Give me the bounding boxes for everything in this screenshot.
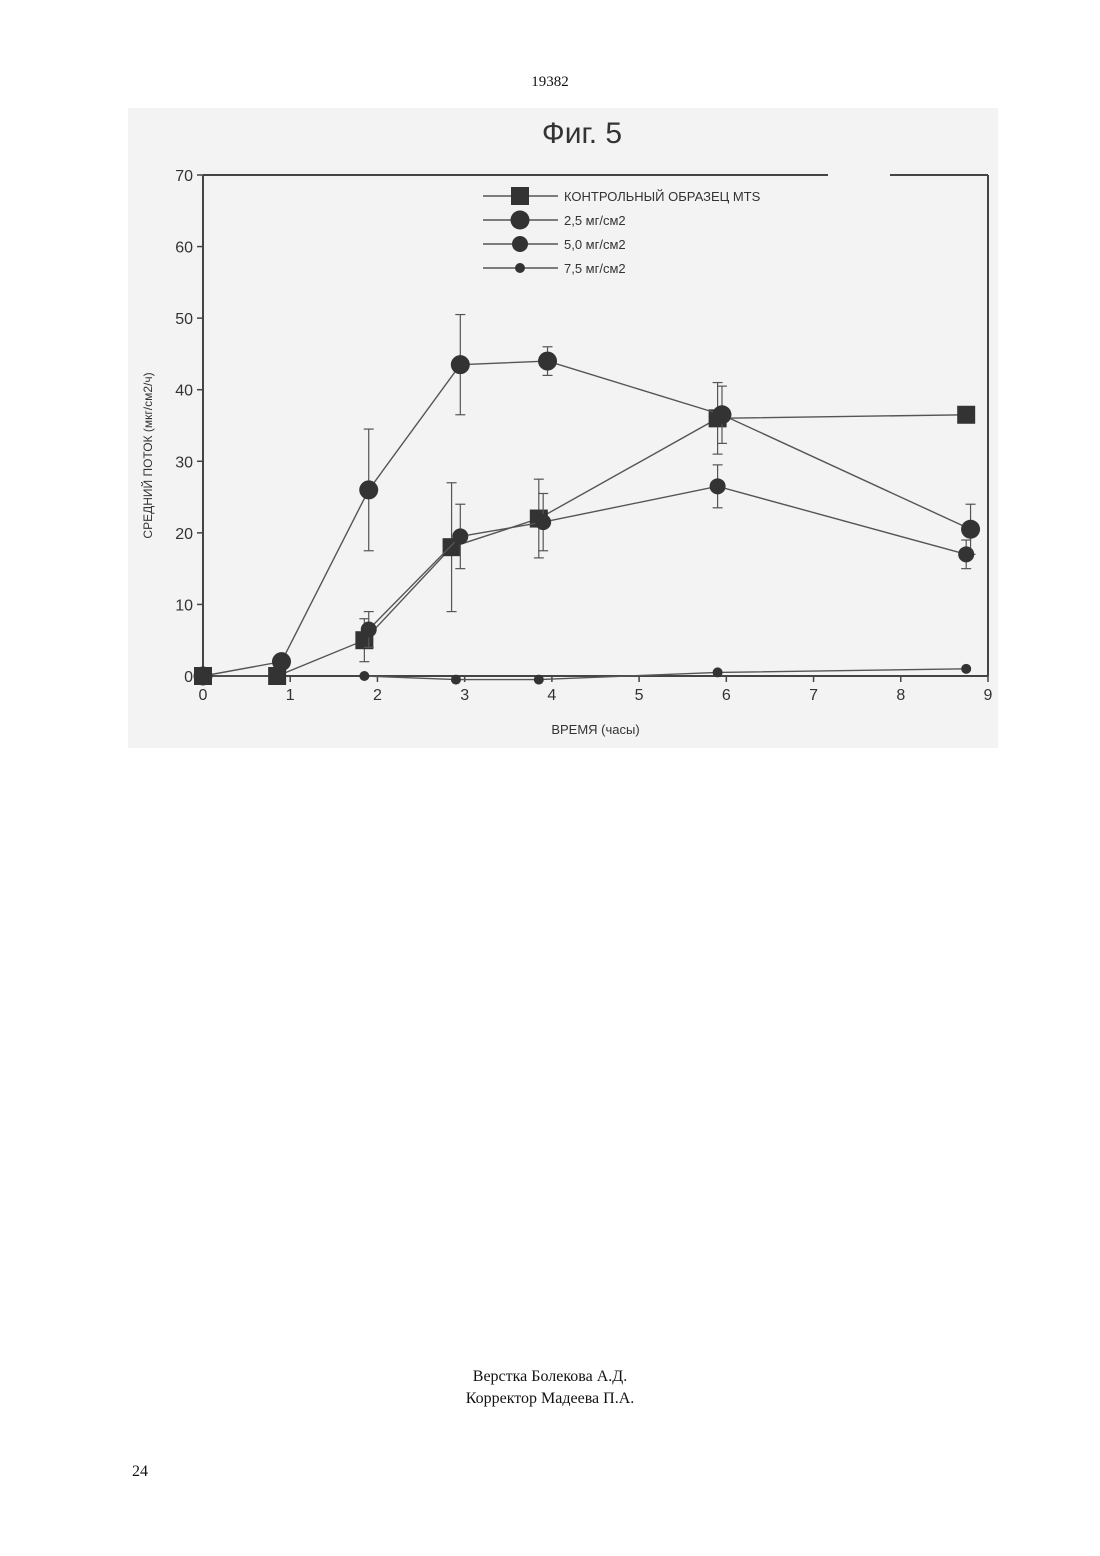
series-3-point [535,514,551,530]
x-tick-label: 7 [809,687,818,704]
legend-label: 2,5 мг/см2 [564,213,626,228]
series-3-point [452,528,468,544]
series-1-point [957,406,975,424]
x-tick-label: 6 [722,687,731,704]
figure-area: Фиг. 5 0 10 20 30 40 50 60 70 0 1 2 3 4 5 6 7 8 9 ВРЕМЯ (ч… [128,108,998,748]
legend-marker [511,211,530,230]
y-tick-label: 70 [175,168,193,185]
series-3-line [369,486,966,629]
x-tick-label: 5 [635,687,644,704]
x-tick-label: 1 [286,687,295,704]
x-tick-label: 2 [373,687,382,704]
legend-marker [512,236,528,252]
page-number: 24 [132,1463,148,1481]
series-2-point [194,667,213,686]
flux-chart: Фиг. 5 0 10 20 30 40 50 60 70 0 1 2 3 4 5 6 7 8 9 ВРЕМЯ (ч… [128,108,998,748]
y-tick-label: 30 [175,454,193,471]
series-3-point [958,546,974,562]
series-4-point [451,675,461,685]
x-axis-label: ВРЕМЯ (часы) [551,722,639,737]
series-2-line [203,361,971,676]
y-tick-label: 40 [175,383,193,400]
series-1-group [203,383,966,676]
series-4-point [961,664,971,674]
series-4-point [713,667,723,677]
page-header-number: 19382 [0,74,1100,91]
series-2-point [272,652,291,671]
chart-layer: 0 10 20 30 40 50 60 70 0 1 2 3 4 5 6 7 8 9 ВРЕМЯ (часы) СРЕ… [140,168,993,737]
series-3-point [361,621,377,637]
y-tick-label: 0 [184,669,193,686]
legend-marker [511,187,529,205]
x-tick-label: 0 [199,687,208,704]
series-2-point [961,520,980,539]
figure-title: Фиг. 5 [542,117,622,150]
x-tick-label: 3 [460,687,469,704]
y-tick-label: 10 [175,597,193,614]
x-tick-label: 8 [896,687,905,704]
series-4-point [534,675,544,685]
series-2-group [203,315,976,676]
x-tick-label: 4 [547,687,556,704]
credit-layout: Верстка Болекова А.Д. [0,1366,1100,1388]
series-2-point [538,352,557,371]
legend-label: 7,5 мг/см2 [564,261,626,276]
series-2-point [712,405,731,424]
y-tick-label: 60 [175,240,193,257]
series-2-point [451,355,470,374]
legend-label: КОНТРОЛЬНЫЙ ОБРАЗЕЦ MTS [564,189,761,204]
credit-proofreader: Корректор Мадеева П.А. [0,1388,1100,1410]
y-tick-label: 20 [175,526,193,543]
series-1-line [203,415,966,676]
credits-block: Верстка Болекова А.Д. Корректор Мадеева … [0,1366,1100,1410]
series-4-point [359,671,369,681]
legend-marker [515,263,525,273]
y-tick-label: 50 [175,311,193,328]
series-2-point [359,480,378,499]
series-3-point [710,478,726,494]
y-axis-label: СРЕДНИЙ ПОТОК (мкг/см2/ч) [140,372,155,538]
x-tick-label: 9 [984,687,993,704]
legend-label: 5,0 мг/см2 [564,237,626,252]
